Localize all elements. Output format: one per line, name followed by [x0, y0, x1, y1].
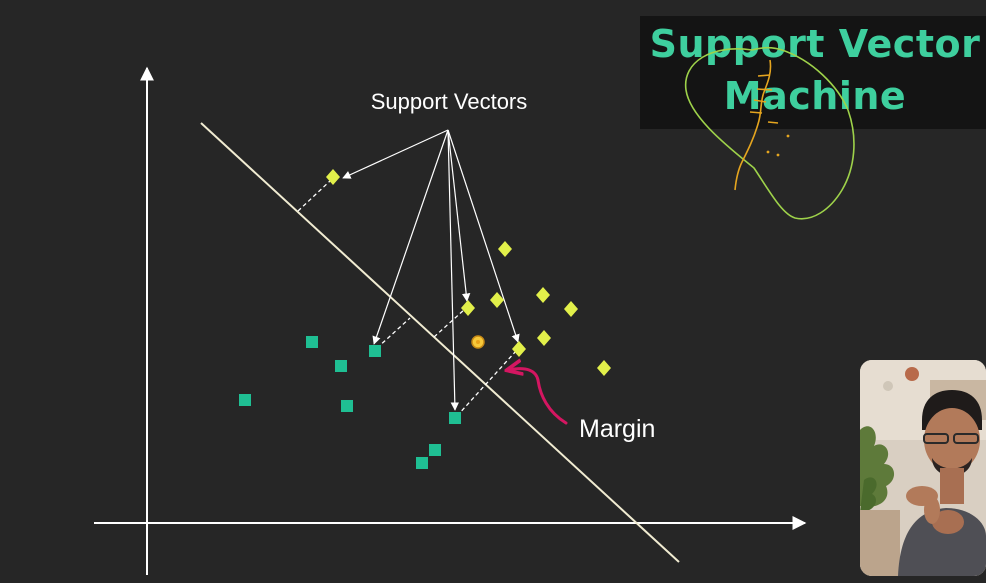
diamond-point	[537, 330, 551, 346]
margin-line	[297, 179, 332, 212]
square-point	[335, 360, 347, 372]
margin-arrow	[508, 369, 568, 425]
square-point	[341, 400, 353, 412]
support-vector-arrows	[342, 129, 520, 411]
margin-label: Margin	[579, 415, 655, 443]
support-vectors-label: Support Vectors	[371, 89, 528, 114]
margin-lines	[297, 179, 517, 417]
sv-arrow	[372, 129, 449, 345]
margin-line	[376, 317, 411, 349]
title-line-1: Support Vector	[649, 22, 981, 66]
diamond-point	[536, 287, 550, 303]
margin-line	[456, 350, 517, 417]
square-point	[369, 345, 381, 357]
title-line-2: Machine	[723, 74, 907, 118]
page-title: Support Vector Machine	[640, 18, 986, 122]
square-point	[429, 444, 441, 456]
presenter-webcam	[860, 360, 986, 576]
diamond-point	[498, 241, 512, 257]
hyperplane-line	[200, 122, 680, 563]
margin-line	[433, 308, 466, 338]
webcam-image	[860, 360, 986, 576]
cursor-icon	[471, 335, 485, 349]
sv-arrow	[447, 129, 460, 411]
square-point	[449, 412, 461, 424]
diamond-point	[326, 169, 340, 185]
diamond-point	[461, 300, 475, 316]
square-point	[239, 394, 251, 406]
sv-arrow	[447, 129, 520, 343]
square-point	[306, 336, 318, 348]
class-b-points	[326, 169, 611, 376]
square-point	[416, 457, 428, 469]
diamond-point	[512, 341, 526, 357]
diamond-point	[564, 301, 578, 317]
diamond-point	[490, 292, 504, 308]
sv-arrow	[342, 129, 449, 179]
diamond-point	[597, 360, 611, 376]
class-a-points	[239, 336, 461, 469]
sv-arrow	[447, 129, 471, 302]
